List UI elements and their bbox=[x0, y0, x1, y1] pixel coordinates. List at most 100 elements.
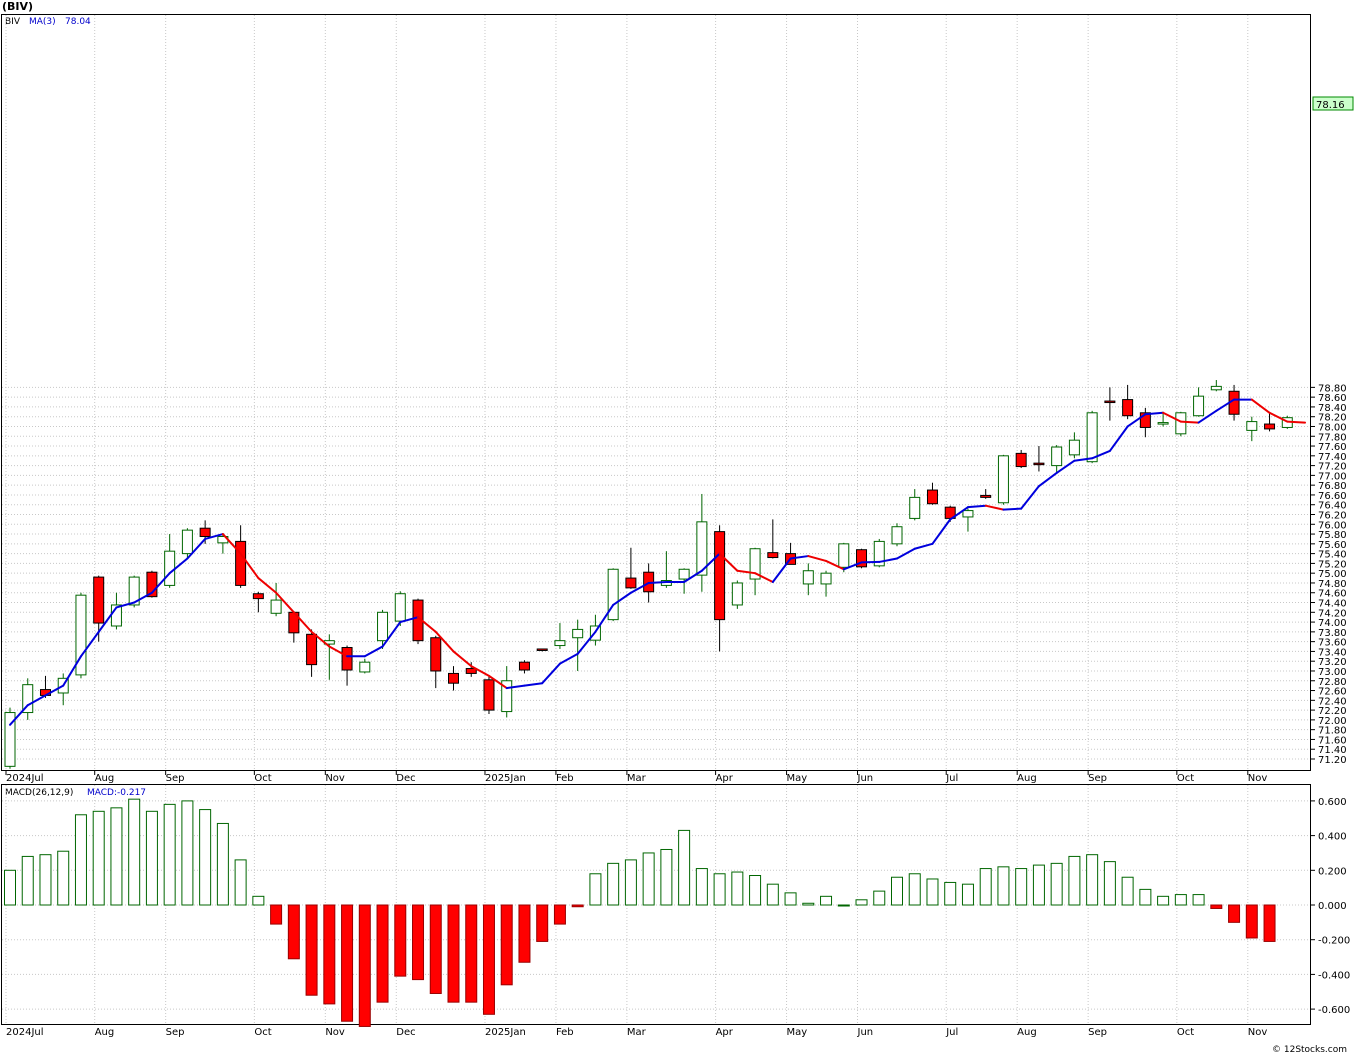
macd-bar bbox=[216, 822, 229, 906]
price-tick-label: 76.00 bbox=[1318, 520, 1347, 531]
candle-body bbox=[235, 540, 247, 586]
macd-bar bbox=[997, 866, 1010, 906]
month-label: Apr bbox=[716, 773, 734, 784]
macd-bar bbox=[57, 850, 70, 906]
macd-bar bbox=[873, 890, 886, 906]
candle-body bbox=[4, 712, 16, 767]
candle bbox=[980, 489, 992, 499]
candle bbox=[572, 619, 584, 671]
ma-value-label: 78.04 bbox=[65, 17, 91, 27]
ma3-line-segment bbox=[1162, 411, 1182, 423]
macd-bar bbox=[128, 798, 141, 906]
ma3-line-segment bbox=[1197, 409, 1218, 424]
macd-bar bbox=[1245, 904, 1258, 939]
macd-bar bbox=[784, 892, 797, 906]
candle bbox=[926, 482, 938, 505]
month-label: Mar bbox=[627, 773, 647, 784]
month-label: Feb bbox=[556, 1027, 574, 1038]
ma3-line-segment bbox=[896, 547, 916, 560]
candle bbox=[518, 660, 530, 674]
candle-body bbox=[465, 668, 477, 674]
price-tick-label: 73.80 bbox=[1318, 628, 1347, 639]
price-tick-label: 72.80 bbox=[1318, 677, 1347, 688]
candle bbox=[359, 658, 371, 674]
ma3-line-segment bbox=[878, 557, 898, 563]
ma3-line-segment bbox=[1286, 420, 1307, 424]
macd-bar bbox=[287, 904, 300, 960]
macd-bar bbox=[110, 807, 123, 906]
ma3-line-segment bbox=[576, 630, 597, 655]
ma-label: MA(3) bbox=[29, 17, 56, 27]
month-label: May bbox=[787, 773, 808, 784]
candle bbox=[1193, 387, 1205, 417]
last-price-label: 78.16 bbox=[1316, 100, 1345, 111]
macd-bar bbox=[234, 859, 247, 906]
candle bbox=[749, 547, 761, 596]
candle bbox=[501, 666, 513, 718]
price-tick-label: 76.80 bbox=[1318, 481, 1347, 492]
macd-bar bbox=[1157, 895, 1170, 906]
candle-body bbox=[430, 637, 442, 672]
candle-body bbox=[696, 521, 708, 576]
candle-body bbox=[306, 633, 318, 666]
month-label: 2025Jan bbox=[485, 773, 526, 784]
price-tick-label: 73.20 bbox=[1318, 657, 1347, 668]
macd-bar bbox=[1210, 904, 1223, 909]
macd-bar bbox=[163, 803, 176, 906]
month-label: Nov bbox=[1248, 773, 1268, 784]
candle bbox=[1068, 432, 1080, 459]
month-label: Jul bbox=[945, 1027, 958, 1038]
candle-body bbox=[1246, 421, 1258, 431]
candle-body bbox=[1033, 462, 1045, 466]
macd-bar bbox=[536, 904, 549, 942]
macd-bar bbox=[571, 904, 584, 908]
ma3-line-segment bbox=[1037, 471, 1058, 488]
candle-body bbox=[1104, 400, 1116, 404]
price-tick-label: 75.60 bbox=[1318, 540, 1347, 551]
candle bbox=[1051, 445, 1063, 473]
ma3-line-segment bbox=[168, 557, 189, 575]
candle bbox=[962, 508, 974, 532]
ma3-line-segment bbox=[44, 684, 65, 697]
ma3-line-segment bbox=[399, 616, 420, 624]
candle bbox=[377, 609, 389, 649]
price-tick-label: 75.20 bbox=[1318, 559, 1347, 570]
price-tick-label: 75.80 bbox=[1318, 530, 1347, 541]
ma3-line-segment bbox=[381, 621, 402, 648]
ma3-line-segment bbox=[612, 591, 632, 606]
price-tick-label: 71.60 bbox=[1318, 735, 1347, 746]
month-label: Jul bbox=[945, 773, 958, 784]
candle bbox=[714, 525, 726, 652]
month-label: Jun bbox=[857, 773, 874, 784]
ma3-line-segment bbox=[221, 533, 242, 555]
ma3-line-segment bbox=[470, 665, 490, 677]
macd-bar bbox=[394, 904, 407, 977]
price-tick-label: 71.20 bbox=[1318, 755, 1347, 766]
candle-body bbox=[341, 647, 353, 671]
ma3-line-segment bbox=[1002, 507, 1023, 511]
candle-body bbox=[962, 510, 974, 518]
ma3-line-segment bbox=[115, 601, 136, 609]
price-tick-label: 78.00 bbox=[1318, 422, 1347, 433]
macd-bar bbox=[1263, 904, 1276, 942]
macd-bar bbox=[323, 904, 336, 1005]
price-tick-label: 76.40 bbox=[1318, 501, 1347, 512]
macd-bar bbox=[678, 829, 691, 906]
candle-body bbox=[820, 572, 832, 585]
ma3-line-segment bbox=[825, 559, 845, 571]
ma3-line-segment bbox=[523, 682, 544, 687]
macd-bar bbox=[660, 848, 673, 906]
price-tick-label: 72.60 bbox=[1318, 687, 1347, 698]
macd-bar bbox=[39, 854, 52, 906]
candle bbox=[731, 580, 743, 609]
ma3-line-segment bbox=[1179, 420, 1200, 424]
month-label: Sep bbox=[166, 1027, 185, 1038]
ma3-line-segment bbox=[310, 630, 331, 648]
candle bbox=[1033, 446, 1045, 472]
price-tick-label: 71.80 bbox=[1318, 726, 1347, 737]
candle-body bbox=[625, 577, 637, 589]
month-label: Sep bbox=[166, 773, 185, 784]
candle bbox=[856, 548, 868, 569]
macd-bar bbox=[270, 904, 283, 925]
candle bbox=[838, 542, 850, 573]
